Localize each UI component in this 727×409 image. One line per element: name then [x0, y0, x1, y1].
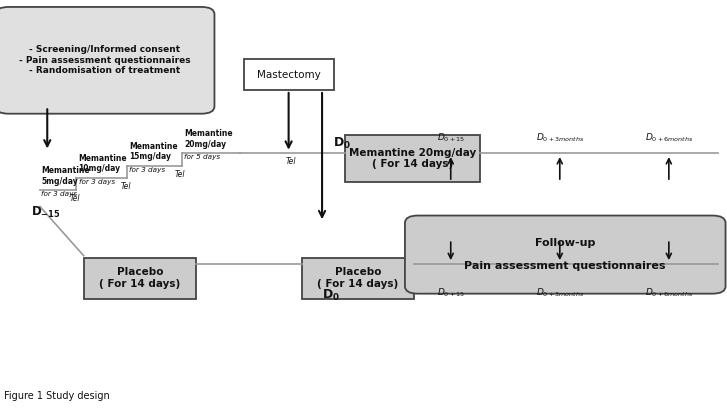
Text: Memantine
15mg/day: Memantine 15mg/day [129, 142, 178, 161]
Text: Mastectomy: Mastectomy [257, 70, 321, 80]
Text: for 5 days: for 5 days [184, 154, 220, 160]
Text: $\mathbf{D_0}$: $\mathbf{D_0}$ [333, 136, 351, 151]
Text: Placebo
( For 14 days): Placebo ( For 14 days) [100, 267, 180, 289]
Text: $\mathbf{D_0}$: $\mathbf{D_0}$ [322, 288, 340, 303]
Text: Tel: Tel [286, 157, 296, 166]
Text: $D_{{0+6 months}}$: $D_{{0+6 months}}$ [645, 132, 693, 144]
Text: $D_{{0+3 months}}$: $D_{{0+3 months}}$ [536, 132, 584, 144]
Text: - Screening/Informed consent
- Pain assessment questionnaires
- Randomisation of: - Screening/Informed consent - Pain asse… [19, 45, 191, 75]
Text: for 3 days: for 3 days [129, 166, 166, 173]
Text: $D_{{0+3 months}}$: $D_{{0+3 months}}$ [536, 286, 584, 299]
FancyBboxPatch shape [84, 258, 196, 299]
Text: for 3 days: for 3 days [79, 179, 115, 185]
FancyBboxPatch shape [244, 59, 334, 90]
FancyBboxPatch shape [345, 135, 480, 182]
FancyBboxPatch shape [405, 216, 726, 294]
Text: Memantine
10mg/day: Memantine 10mg/day [79, 154, 127, 173]
Text: $D_{{0+15}}$: $D_{{0+15}}$ [437, 286, 465, 299]
Text: Tel: Tel [70, 194, 80, 203]
Text: Memantine 20mg/day
( For 14 days): Memantine 20mg/day ( For 14 days) [349, 148, 476, 169]
Text: $\mathbf{D_{-15}}$: $\mathbf{D_{-15}}$ [31, 204, 60, 220]
Text: Tel: Tel [121, 182, 131, 191]
Text: Placebo
( For 14 days): Placebo ( For 14 days) [318, 267, 398, 289]
Text: Tel: Tel [175, 170, 185, 179]
Text: $D_{{0+6 months}}$: $D_{{0+6 months}}$ [645, 286, 693, 299]
Text: Figure 1 Study design: Figure 1 Study design [4, 391, 109, 401]
Text: Memantine
5mg/day: Memantine 5mg/day [41, 166, 90, 186]
Text: Follow-up

Pain assessment questionnaires: Follow-up Pain assessment questionnaires [465, 238, 666, 271]
Text: for 3 days: for 3 days [41, 191, 78, 197]
Text: $D_{{0+15}}$: $D_{{0+15}}$ [437, 132, 465, 144]
FancyBboxPatch shape [302, 258, 414, 299]
Text: Memantine
20mg/day: Memantine 20mg/day [184, 130, 233, 149]
FancyBboxPatch shape [0, 7, 214, 114]
